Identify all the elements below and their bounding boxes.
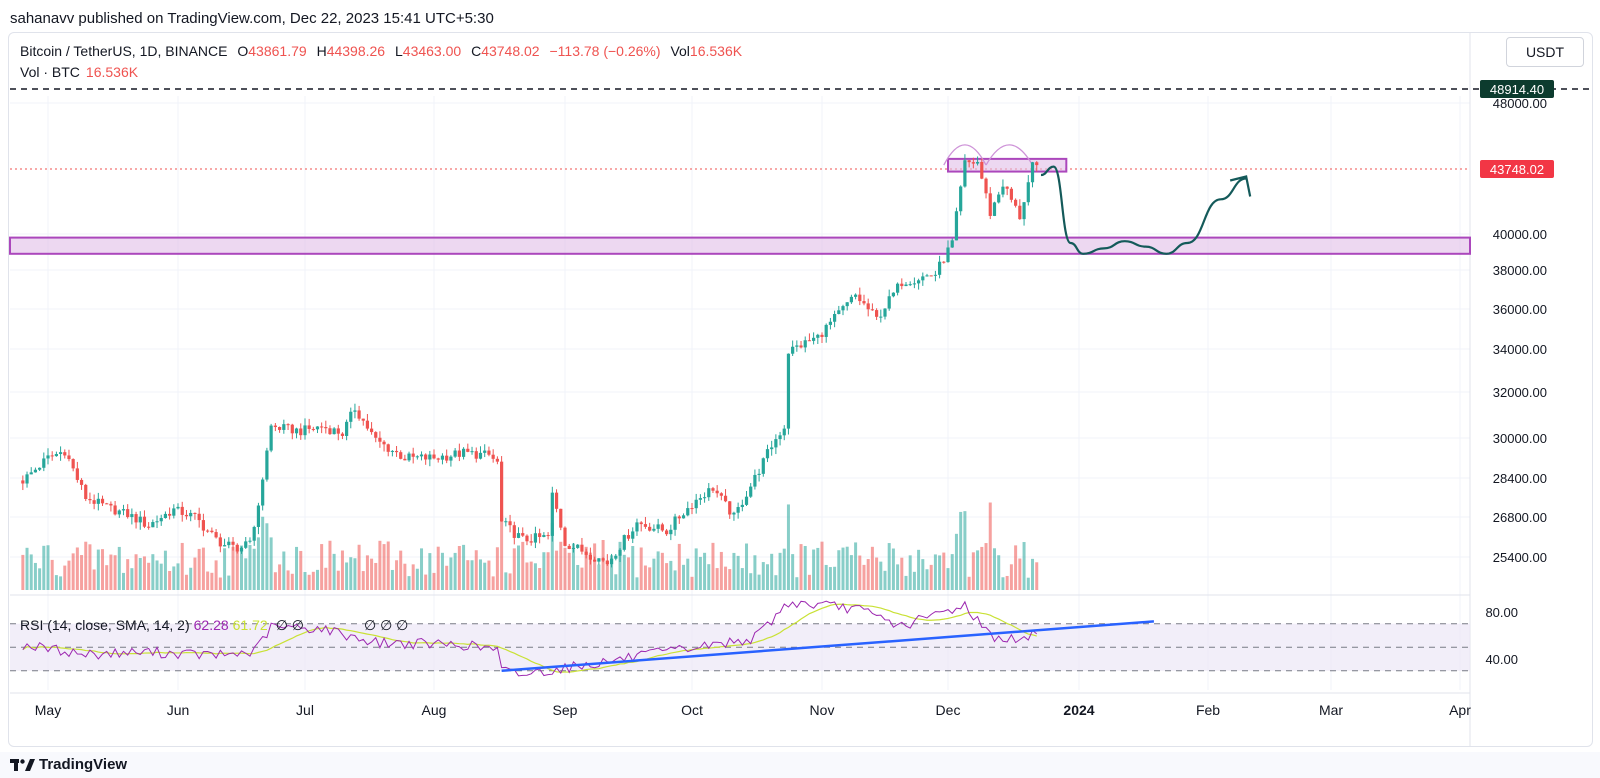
currency-button[interactable]: USDT: [1506, 37, 1584, 67]
high-label: H: [316, 43, 327, 59]
tradingview-logo-icon: [10, 758, 35, 771]
close-label: C: [471, 43, 482, 59]
close-value: 43748.02: [481, 43, 540, 59]
low-value: 43463.00: [402, 43, 462, 59]
change-value: −113.78 (−0.26%): [549, 43, 661, 59]
rsi-legend: RSI (14, close, SMA, 14, 2) 62.28 61.72 ∅ ∅…: [20, 617, 408, 634]
rsi-value: 62.28: [193, 617, 229, 633]
rsi-label[interactable]: RSI (14, close, SMA, 14, 2): [20, 617, 190, 633]
vol-value: 16.536K: [689, 43, 743, 59]
tradingview-logo[interactable]: TradingView: [10, 756, 127, 773]
vol-label: Vol: [670, 43, 690, 59]
tradingview-logo-text: TradingView: [39, 756, 128, 773]
publish-info: sahanavv published on TradingView.com, D…: [10, 10, 494, 27]
symbol-title[interactable]: Bitcoin / TetherUS, 1D, BINANCE: [20, 43, 228, 59]
low-label: L: [394, 43, 403, 59]
rsi-sma-value: 61.72: [232, 617, 268, 633]
open-value: 43861.79: [248, 43, 307, 59]
footer: TradingView: [0, 752, 1600, 778]
high-value: 44398.26: [326, 43, 386, 59]
volume-legend: Vol · BTC 16.536K: [20, 64, 138, 80]
vol-line-label[interactable]: Vol · BTC: [20, 64, 80, 80]
rsi-extra-2: ∅ ∅ ∅: [364, 617, 409, 633]
chart-frame: [8, 32, 1593, 747]
open-label: O: [237, 43, 249, 59]
rsi-extra-1: ∅ ∅: [275, 617, 304, 633]
ohlc-legend: Bitcoin / TetherUS, 1D, BINANCE O43861.7…: [20, 43, 742, 59]
vol-line-value: 16.536K: [85, 64, 139, 80]
